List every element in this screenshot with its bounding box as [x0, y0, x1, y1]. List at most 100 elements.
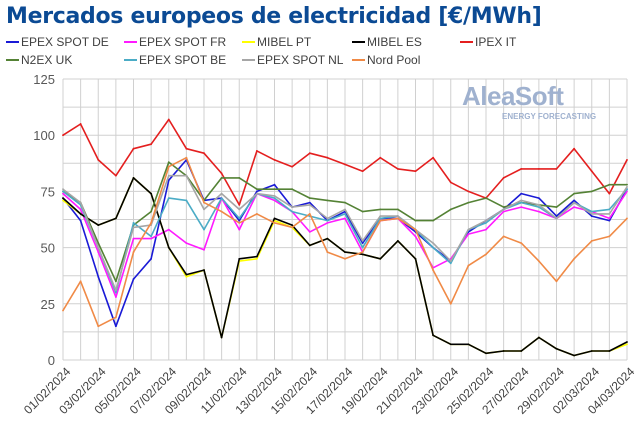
- data-point: [114, 316, 117, 319]
- data-point: [291, 224, 294, 227]
- data-point: [132, 147, 135, 150]
- data-point: [537, 197, 540, 200]
- data-point: [502, 208, 505, 211]
- legend-swatch: [352, 59, 365, 61]
- data-point: [344, 212, 346, 215]
- data-point: [520, 350, 523, 352]
- data-point: [308, 244, 311, 247]
- data-point: [167, 165, 170, 168]
- data-point: [414, 170, 417, 173]
- data-point: [62, 190, 64, 193]
- data-point: [344, 217, 346, 220]
- data-point: [485, 197, 487, 200]
- data-point: [573, 192, 576, 195]
- data-point: [485, 253, 487, 256]
- data-point: [62, 188, 64, 191]
- data-point: [449, 260, 452, 262]
- data-point: [291, 226, 294, 229]
- data-point: [555, 347, 558, 350]
- data-point: [537, 260, 540, 262]
- data-point: [573, 201, 576, 204]
- data-point: [132, 251, 135, 253]
- data-point: [326, 237, 329, 240]
- data-point: [79, 219, 82, 222]
- data-point: [590, 212, 593, 215]
- data-point: [626, 190, 628, 193]
- data-point: [520, 199, 523, 202]
- data-point: [185, 242, 188, 245]
- data-point: [255, 212, 258, 215]
- data-point: [537, 206, 540, 209]
- data-point: [79, 208, 82, 211]
- data-point: [414, 228, 417, 231]
- data-point: [608, 350, 611, 352]
- legend-item: N2EX UK: [6, 53, 72, 67]
- data-point: [626, 186, 628, 188]
- legend-swatch: [124, 59, 137, 61]
- data-point: [344, 208, 346, 211]
- data-point: [326, 251, 329, 253]
- data-point: [167, 174, 170, 177]
- y-tick-label: 50: [41, 241, 55, 256]
- legend-swatch: [242, 59, 255, 61]
- data-point: [273, 194, 276, 197]
- data-point: [432, 219, 435, 222]
- data-point: [326, 199, 329, 202]
- data-point: [167, 228, 170, 231]
- data-point: [485, 352, 487, 355]
- data-point: [62, 199, 64, 202]
- data-point: [467, 201, 470, 204]
- data-point: [62, 192, 64, 195]
- data-point: [467, 190, 470, 193]
- data-point: [255, 188, 258, 191]
- data-point: [203, 269, 205, 271]
- data-point: [220, 177, 223, 179]
- legend-label: N2EX UK: [21, 53, 73, 67]
- data-point: [150, 192, 153, 195]
- data-point: [414, 257, 417, 260]
- data-point: [520, 206, 523, 209]
- data-point: [203, 228, 205, 231]
- legend-label: EPEX SPOT FR: [139, 35, 227, 49]
- data-point: [97, 159, 100, 161]
- data-point: [291, 206, 294, 209]
- data-point: [379, 208, 382, 211]
- data-point: [273, 197, 276, 200]
- data-point: [361, 253, 364, 256]
- data-point: [97, 224, 100, 227]
- data-point: [573, 199, 576, 202]
- data-point: [308, 203, 311, 206]
- data-point: [273, 217, 276, 220]
- data-point: [520, 168, 523, 170]
- data-point: [220, 210, 223, 213]
- data-point: [167, 197, 170, 200]
- data-point: [97, 242, 100, 245]
- legend-label: EPEX SPOT NL: [257, 53, 344, 67]
- data-point: [608, 183, 611, 186]
- data-point: [590, 215, 593, 218]
- data-point: [308, 152, 311, 155]
- data-point: [326, 156, 329, 159]
- data-point: [396, 239, 399, 242]
- data-point: [608, 192, 611, 195]
- data-point: [132, 226, 135, 229]
- data-point: [79, 201, 82, 204]
- aleasoft-logo: AleaSoft ENERGY FORECASTING: [462, 82, 622, 126]
- y-tick-label: 25: [41, 297, 55, 312]
- data-point: [326, 221, 329, 224]
- data-point: [396, 168, 399, 170]
- data-point: [273, 199, 276, 202]
- data-point: [97, 246, 100, 249]
- data-point: [432, 334, 435, 337]
- data-point: [626, 183, 628, 186]
- data-point: [449, 343, 452, 346]
- data-point: [573, 257, 576, 260]
- data-point: [114, 291, 117, 294]
- legend-label: EPEX SPOT DE: [21, 35, 109, 49]
- data-point: [590, 190, 593, 193]
- data-point: [167, 246, 170, 249]
- data-point: [79, 212, 82, 215]
- data-point: [537, 210, 540, 213]
- data-point: [132, 177, 135, 179]
- data-point: [432, 242, 435, 245]
